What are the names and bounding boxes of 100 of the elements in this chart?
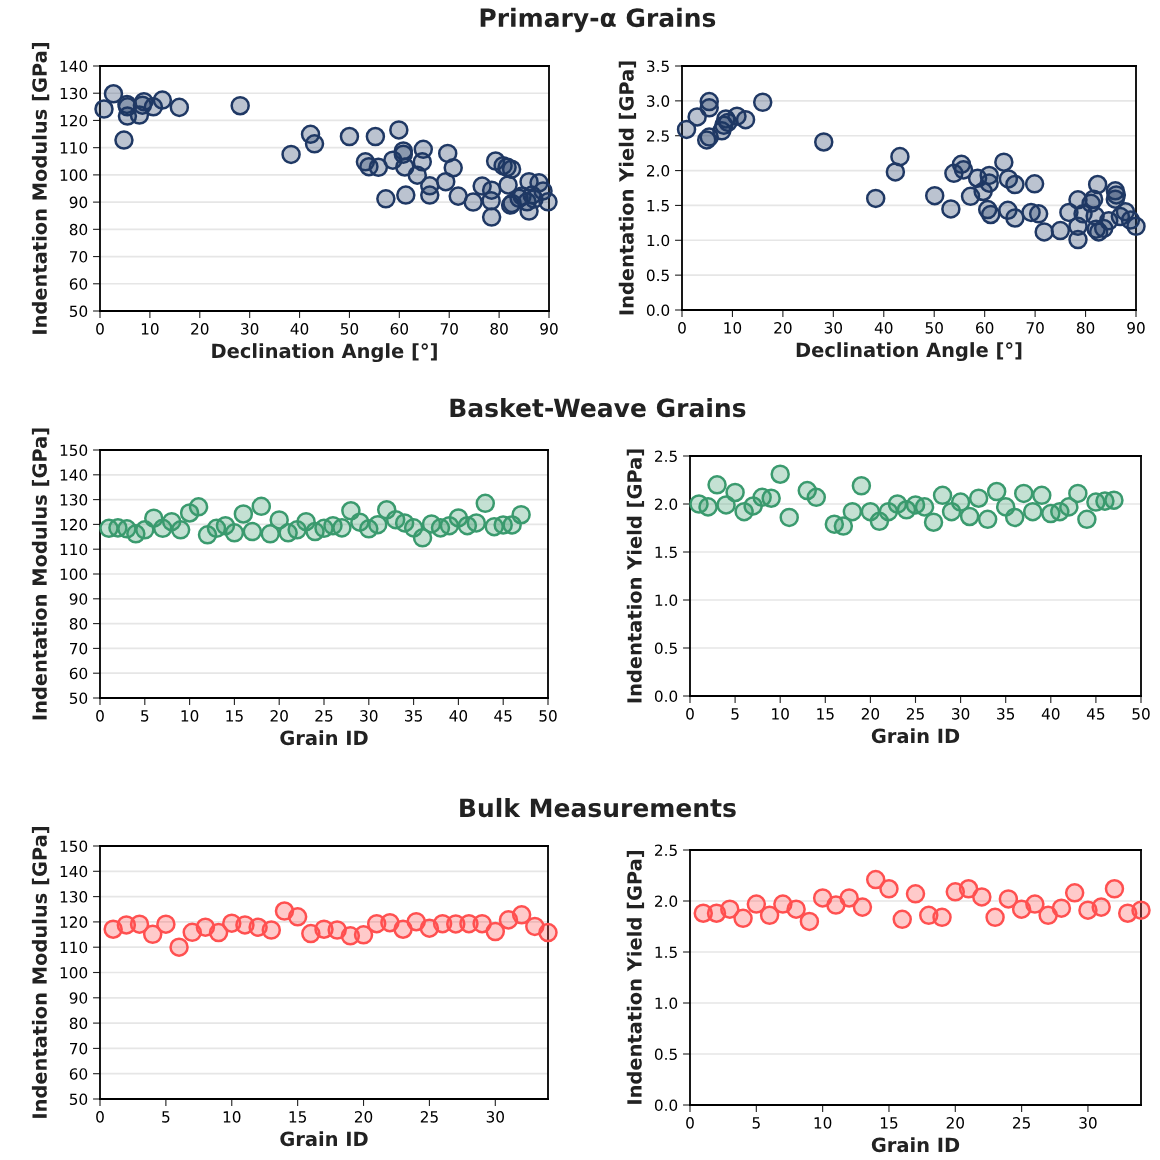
x-tick-label: 30 [952, 708, 970, 720]
y-tick-label: 140 [60, 865, 88, 878]
point [230, 95, 250, 116]
y-tick-label: 0.0 [654, 1099, 678, 1112]
point [932, 485, 953, 506]
y-tick-label: 2.5 [655, 844, 677, 857]
point [443, 158, 463, 178]
point [1104, 490, 1124, 510]
point [892, 909, 912, 930]
point [339, 126, 360, 147]
point [968, 488, 989, 508]
point [481, 207, 502, 227]
point [1005, 208, 1025, 228]
point [890, 146, 910, 167]
x-tick-label: 0 [96, 710, 104, 722]
x-tick-label: 30 [486, 1111, 504, 1123]
y-tick-label: 110 [60, 543, 88, 556]
x-tick-label: 40 [1041, 708, 1060, 720]
x-tick-label: 30 [1079, 1117, 1097, 1129]
point [994, 152, 1014, 172]
y-axis-title: Indentation Modulus [GPa] [31, 827, 50, 1118]
x-tick-label: 25 [1013, 1117, 1030, 1129]
y-axis-title: Indentation Yield [GPa] [626, 449, 645, 703]
x-tick-label: 45 [494, 710, 512, 722]
x-tick-label: 20 [354, 1111, 373, 1123]
x-tick-label: 20 [861, 708, 880, 720]
point [1013, 483, 1034, 504]
point [833, 516, 854, 536]
y-tick-label: 70 [70, 642, 88, 655]
point [1126, 216, 1146, 237]
y-tick-label: 80 [69, 223, 88, 236]
y-tick-label: 60 [69, 667, 88, 680]
point [233, 504, 254, 524]
point [879, 879, 899, 899]
y-tick-label: 90 [69, 593, 88, 605]
point [448, 186, 468, 206]
x-tick-label: 50 [925, 322, 943, 334]
y-tick-label: 1.0 [655, 997, 678, 1010]
chart-title: Primary-α Grains [480, 7, 716, 33]
point [959, 506, 980, 527]
point [842, 501, 863, 522]
x-tick-label: 0 [96, 323, 104, 335]
x-tick-label: 60 [976, 322, 994, 334]
x-tick-label: 25 [420, 1111, 438, 1123]
point [924, 185, 945, 206]
x-tick-label: 5 [141, 710, 149, 722]
y-tick-label: 120 [60, 114, 88, 127]
point [699, 98, 719, 118]
x-tick-label: 70 [1026, 322, 1044, 334]
point [365, 126, 386, 147]
y-tick-label: 1.0 [655, 594, 678, 607]
point [420, 185, 440, 205]
point [94, 99, 114, 119]
x-tick-label: 25 [315, 710, 333, 722]
point [1104, 879, 1125, 899]
x-tick-label: 20 [946, 1117, 964, 1129]
point [511, 504, 531, 525]
point [412, 528, 433, 548]
x-tick-label: 35 [997, 708, 1015, 720]
point [914, 497, 935, 517]
x-tick-label: 50 [1132, 708, 1150, 720]
x-tick-label: 90 [1127, 322, 1145, 334]
point [770, 464, 790, 484]
point [979, 173, 999, 193]
x-axis-title: Grain ID [280, 1131, 368, 1147]
point [511, 905, 532, 925]
point [152, 90, 173, 110]
y-tick-label: 60 [69, 278, 88, 290]
point [986, 481, 1007, 502]
point [985, 907, 1005, 928]
y-tick-label: 140 [60, 469, 88, 481]
point [368, 157, 389, 178]
point [287, 907, 308, 927]
point [1005, 174, 1025, 195]
x-tick-label: 20 [191, 323, 209, 335]
point [1051, 898, 1072, 918]
y-axis-title: Indentation Modulus [GPa] [31, 43, 50, 334]
y-tick-label: 120 [60, 916, 88, 928]
x-tick-label: 35 [405, 710, 422, 722]
point [759, 905, 780, 926]
x-axis-title: Grain ID [280, 730, 368, 746]
y-tick-label: 1.5 [655, 946, 677, 959]
point [707, 475, 727, 495]
x-tick-label: 10 [141, 323, 159, 335]
x-tick-label: 5 [731, 708, 739, 720]
x-tick-label: 45 [1086, 708, 1105, 720]
x-tick-label: 0 [678, 322, 686, 334]
y-tick-label: 130 [60, 494, 88, 506]
y-tick-label: 60 [69, 1068, 88, 1080]
point [260, 524, 280, 544]
point [1077, 509, 1097, 530]
point [169, 937, 189, 957]
point [865, 188, 886, 209]
point [501, 159, 522, 179]
y-tick-label: 110 [60, 142, 88, 154]
x-tick-label: 60 [390, 323, 409, 335]
x-tick-label: 10 [772, 708, 789, 720]
point [779, 507, 799, 528]
point [261, 920, 282, 940]
y-tick-label: 110 [60, 941, 88, 954]
